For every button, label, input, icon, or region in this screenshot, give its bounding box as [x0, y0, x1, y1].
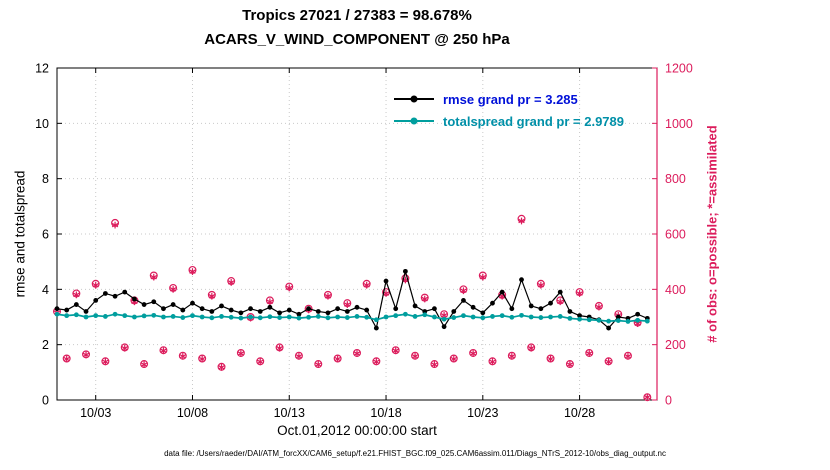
svg-text:12: 12	[35, 62, 49, 76]
chart-title: Tropics 27021 / 27383 = 98.678%	[242, 7, 472, 24]
legend-label-rmse: rmse grand pr = 3.285	[443, 91, 578, 107]
rmse-marker-icon	[410, 95, 418, 103]
y-axis-label-right: # of obs: o=possible; *=assimilated	[704, 125, 720, 343]
x-axis-label: Oct.01,2012 00:00:00 start	[277, 423, 437, 438]
svg-text:1200: 1200	[665, 62, 693, 76]
svg-text:10/28: 10/28	[564, 406, 595, 420]
legend-item-totalspread: totalspread grand pr = 2.9789	[394, 110, 624, 132]
svg-text:800: 800	[665, 172, 686, 186]
svg-text:10/03: 10/03	[80, 406, 111, 420]
svg-text:8: 8	[42, 172, 49, 186]
svg-text:200: 200	[665, 338, 686, 352]
totalspread-marker-icon	[410, 117, 418, 125]
svg-text:400: 400	[665, 283, 686, 297]
svg-text:10/08: 10/08	[177, 406, 208, 420]
legend-label-totalspread: totalspread grand pr = 2.9789	[443, 113, 624, 129]
svg-text:1000: 1000	[665, 117, 693, 131]
svg-text:10/23: 10/23	[467, 406, 498, 420]
svg-text:10/13: 10/13	[274, 406, 305, 420]
svg-text:10/18: 10/18	[370, 406, 401, 420]
y-axis-label-left: rmse and totalspread	[12, 170, 28, 298]
legend-item-rmse: rmse grand pr = 3.285	[394, 88, 624, 110]
totalspread-line-sample-icon	[394, 117, 434, 125]
chart-subtitle: ACARS_V_WIND_COMPONENT @ 250 hPa	[204, 31, 510, 48]
svg-text:4: 4	[42, 283, 49, 297]
rmse-line-sample-icon	[394, 95, 434, 103]
data-file-path: data file: /Users/raeder/DAI/ATM_forcXX/…	[164, 449, 666, 458]
svg-text:10: 10	[35, 117, 49, 131]
svg-text:0: 0	[665, 394, 672, 408]
svg-text:600: 600	[665, 228, 686, 242]
svg-text:2: 2	[42, 338, 49, 352]
svg-text:6: 6	[42, 228, 49, 242]
legend: rmse grand pr = 3.285 totalspread grand …	[394, 88, 624, 132]
svg-text:0: 0	[42, 394, 49, 408]
